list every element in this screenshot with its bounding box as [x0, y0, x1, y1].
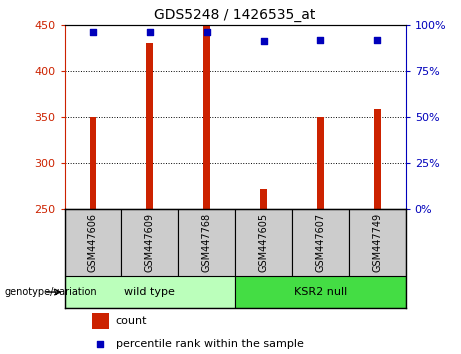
Text: count: count — [116, 316, 147, 326]
Bar — [65, 209, 121, 276]
Bar — [235, 209, 292, 276]
Title: GDS5248 / 1426535_at: GDS5248 / 1426535_at — [154, 8, 316, 22]
Bar — [178, 209, 235, 276]
Text: GSM447749: GSM447749 — [372, 213, 382, 272]
Bar — [260, 189, 267, 209]
Bar — [349, 209, 406, 276]
Point — [89, 29, 97, 35]
Point — [146, 29, 154, 35]
Point — [203, 29, 210, 35]
Point — [373, 37, 381, 42]
Bar — [147, 43, 153, 209]
Bar — [121, 209, 178, 276]
Bar — [203, 25, 210, 209]
Text: KSR2 null: KSR2 null — [294, 287, 347, 297]
Point — [260, 39, 267, 44]
Bar — [374, 109, 381, 209]
Text: GSM447605: GSM447605 — [259, 213, 269, 272]
Bar — [235, 276, 406, 308]
Text: GSM447609: GSM447609 — [145, 213, 155, 272]
Point — [97, 341, 104, 347]
Bar — [92, 313, 109, 329]
Text: GSM447768: GSM447768 — [201, 213, 212, 272]
Bar — [89, 117, 96, 209]
Text: percentile rank within the sample: percentile rank within the sample — [116, 339, 304, 349]
Text: GSM447606: GSM447606 — [88, 213, 98, 272]
Bar — [292, 209, 349, 276]
Point — [317, 37, 324, 42]
Text: genotype/variation: genotype/variation — [5, 287, 97, 297]
Bar — [65, 276, 235, 308]
Bar — [317, 117, 324, 209]
Text: GSM447607: GSM447607 — [315, 213, 325, 272]
Text: wild type: wild type — [124, 287, 175, 297]
